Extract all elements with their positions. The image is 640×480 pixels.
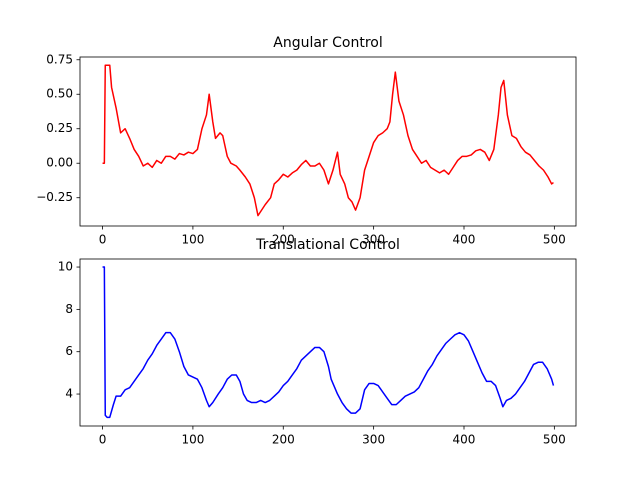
y-tick-label: 0.75 bbox=[46, 52, 73, 66]
x-tick-label: 500 bbox=[543, 433, 566, 447]
y-tick-label: 4 bbox=[65, 387, 73, 401]
x-tick-label: 400 bbox=[453, 233, 476, 247]
data-line bbox=[102, 64, 554, 217]
x-tick-label: 500 bbox=[543, 233, 566, 247]
chart-title: Translational Control bbox=[255, 237, 400, 253]
x-tick-label: 400 bbox=[453, 433, 476, 447]
x-tick-label: 200 bbox=[272, 233, 295, 247]
y-tick-label: 0.00 bbox=[46, 156, 73, 170]
axes-frame bbox=[79, 258, 577, 427]
x-tick-label: 100 bbox=[181, 233, 204, 247]
y-tick-label: 10 bbox=[58, 260, 73, 274]
data-line bbox=[102, 266, 555, 419]
x-tick-label: 300 bbox=[362, 233, 385, 247]
x-tick-label: 0 bbox=[99, 233, 107, 247]
x-tick-label: 100 bbox=[181, 433, 204, 447]
y-tick-label: 6 bbox=[65, 344, 73, 358]
x-tick-label: 0 bbox=[99, 433, 107, 447]
chart-title: Angular Control bbox=[273, 35, 383, 51]
y-tick-label: 0.50 bbox=[46, 87, 73, 101]
y-tick-label: −0.25 bbox=[36, 190, 73, 204]
y-tick-label: 0.25 bbox=[46, 121, 73, 135]
x-tick-label: 300 bbox=[362, 433, 385, 447]
x-tick-label: 200 bbox=[272, 433, 295, 447]
axes-frame bbox=[79, 56, 577, 227]
y-tick-label: 8 bbox=[65, 302, 73, 316]
